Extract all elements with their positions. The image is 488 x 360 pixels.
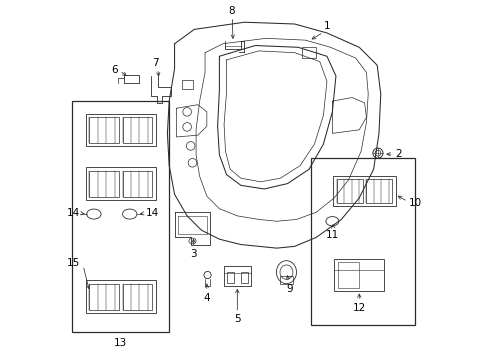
Bar bbox=[226, 272, 233, 283]
Bar bbox=[301, 47, 316, 58]
Text: 15: 15 bbox=[67, 258, 80, 268]
Bar bbox=[337, 262, 359, 288]
Bar bbox=[122, 171, 152, 197]
Bar bbox=[366, 179, 392, 203]
Bar bbox=[89, 117, 119, 143]
Bar bbox=[72, 101, 169, 332]
Text: 3: 3 bbox=[190, 249, 197, 259]
Bar bbox=[336, 179, 362, 203]
Text: 14: 14 bbox=[145, 208, 159, 218]
Text: 13: 13 bbox=[114, 338, 127, 348]
Bar bbox=[89, 284, 119, 310]
Bar bbox=[89, 171, 119, 197]
Bar bbox=[310, 158, 414, 325]
Bar bbox=[122, 284, 152, 310]
Text: 12: 12 bbox=[352, 303, 365, 312]
Text: 11: 11 bbox=[325, 230, 338, 240]
Bar bbox=[122, 117, 152, 143]
Text: 5: 5 bbox=[234, 315, 240, 324]
Bar bbox=[333, 259, 384, 291]
Bar bbox=[280, 276, 292, 284]
Text: 1: 1 bbox=[323, 21, 329, 31]
Bar bbox=[85, 280, 155, 313]
Text: 4: 4 bbox=[203, 293, 210, 303]
Text: 10: 10 bbox=[408, 198, 421, 208]
Text: 8: 8 bbox=[228, 6, 235, 16]
Bar bbox=[223, 266, 250, 286]
Bar bbox=[123, 75, 139, 83]
Text: 9: 9 bbox=[285, 284, 292, 294]
Text: 7: 7 bbox=[152, 58, 159, 68]
Text: 2: 2 bbox=[394, 149, 401, 159]
Bar bbox=[333, 176, 395, 206]
Text: 14: 14 bbox=[67, 208, 80, 218]
Bar bbox=[85, 167, 155, 200]
Text: 6: 6 bbox=[111, 64, 118, 75]
Bar bbox=[85, 114, 155, 146]
Bar bbox=[182, 80, 192, 89]
Bar bbox=[241, 272, 247, 283]
